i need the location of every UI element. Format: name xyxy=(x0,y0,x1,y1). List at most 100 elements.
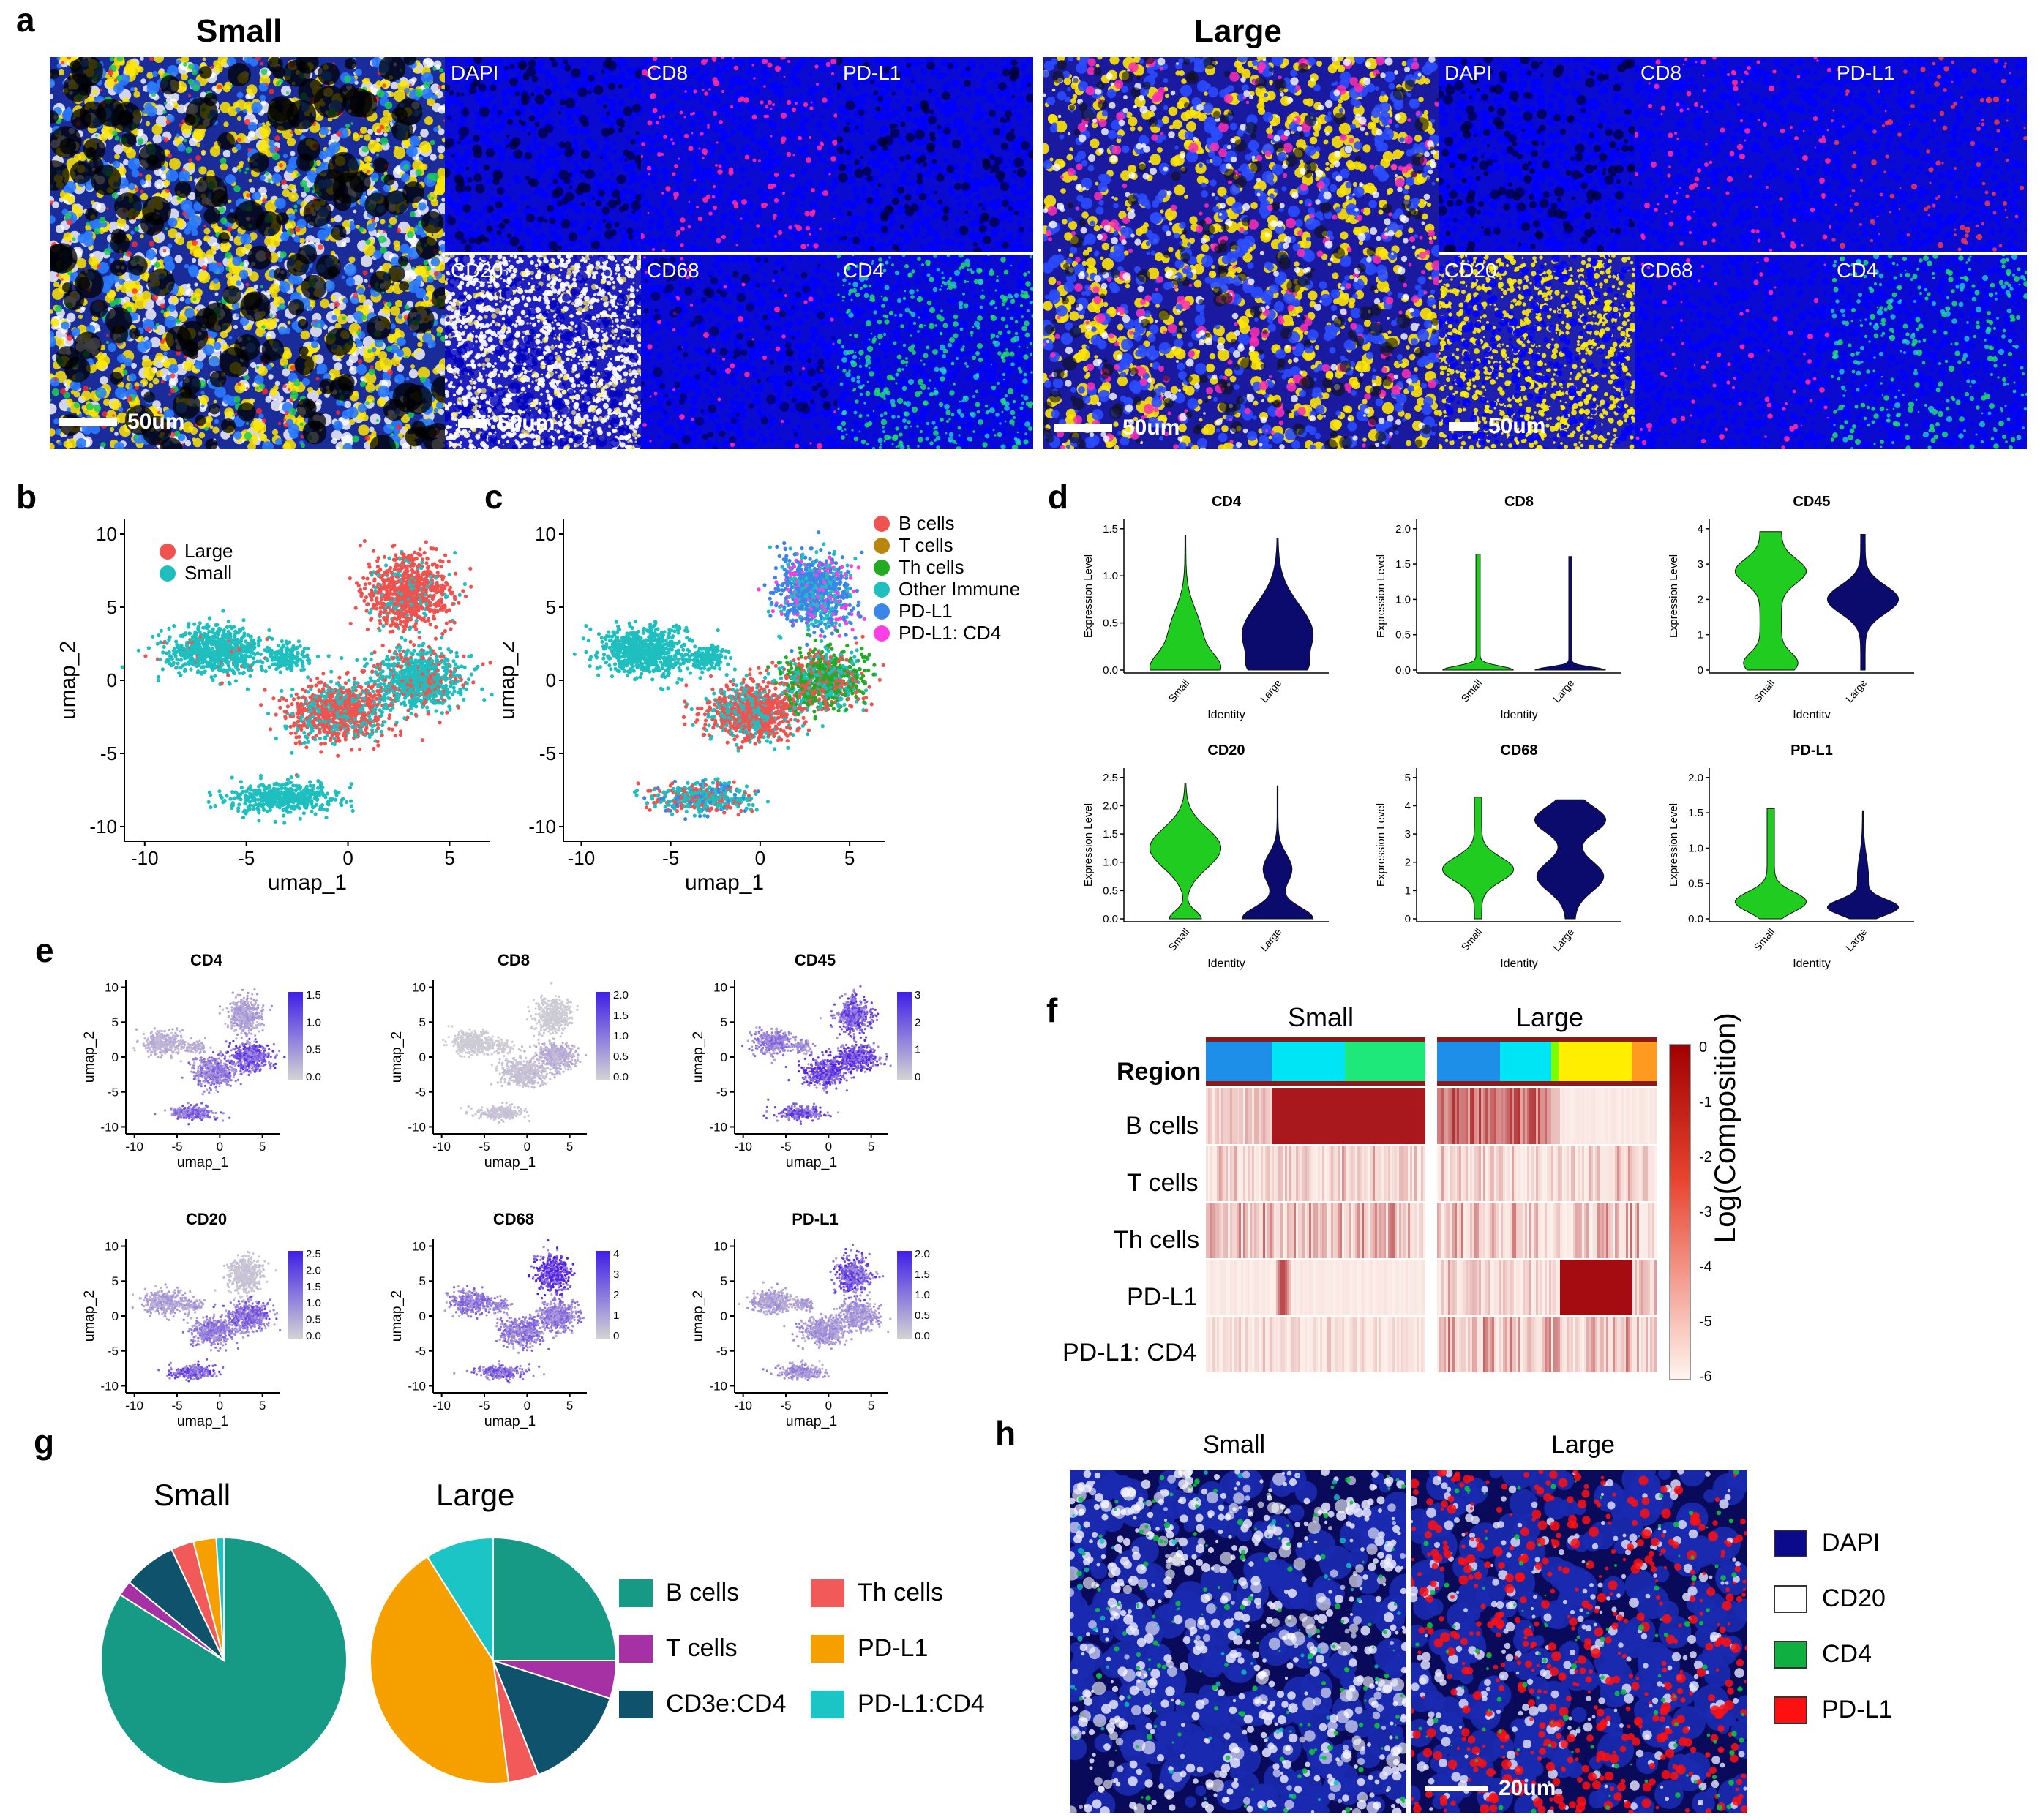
scale-bar-line xyxy=(1449,422,1478,431)
panel-h-small-title: Small xyxy=(1203,1431,1265,1459)
x-tick-label: Large xyxy=(1843,925,1869,953)
panel-label-c: c xyxy=(484,477,503,516)
legend-item-small: Small xyxy=(160,562,232,584)
scatter-points xyxy=(442,982,588,1124)
violin-small xyxy=(1441,797,1515,920)
legend-item: PD-L1: CD4 xyxy=(874,622,1001,644)
feature-title: CD20 xyxy=(186,1210,227,1228)
y-axis-label: Expression Level xyxy=(1668,803,1680,887)
y-tick-label: 1.5 xyxy=(1103,523,1118,535)
y-tick-label: 4 xyxy=(1405,800,1411,812)
x-axis-label: Identity xyxy=(1207,958,1245,970)
scale-bar-label: 50um xyxy=(1488,414,1545,439)
pie-legend-item: CD3e:CD4 xyxy=(619,1690,786,1718)
violin-small xyxy=(1442,554,1514,671)
feature-colorbar xyxy=(596,992,610,1080)
micrograph-large-pd-l1 xyxy=(1831,57,2027,252)
violin-title: CD45 xyxy=(1793,494,1830,510)
pie-slice-pd-l1 xyxy=(369,1555,510,1785)
x-tick-label: -5 xyxy=(479,1399,490,1413)
colorbar-tick-label: 0.0 xyxy=(306,1071,321,1083)
y-tick-label: -5 xyxy=(415,1345,426,1358)
x-tick-label: Large xyxy=(1258,925,1283,953)
colorbar-label: Log(Composition) xyxy=(1709,1012,1742,1244)
legend-item-large: Large xyxy=(160,540,233,563)
colorbar-tick-label: 2.0 xyxy=(915,1248,930,1260)
colorbar-tick-label: 2.0 xyxy=(306,1264,321,1276)
y-axis-label: Expression Level xyxy=(1082,803,1095,887)
y-tick-label: 1.0 xyxy=(1103,570,1118,582)
y-axis-label: Expression Level xyxy=(1375,554,1387,638)
region-border xyxy=(1206,1037,1425,1042)
y-tick-label: -5 xyxy=(108,1086,119,1099)
x-tick-label: Small xyxy=(1752,926,1777,953)
y-tick-label: 5 xyxy=(419,1274,426,1288)
heatmap-cells xyxy=(1206,1088,1657,1372)
violin-small xyxy=(1734,808,1807,920)
scatter-points xyxy=(132,988,286,1126)
y-axis-label: umap_2 xyxy=(82,1290,97,1342)
scale-bar: 20um xyxy=(1425,1776,1556,1801)
y-tick-label: 4 xyxy=(1698,523,1703,535)
violin-large xyxy=(1826,810,1900,920)
y-tick-label: 10 xyxy=(535,523,556,545)
micrograph-small-cd68 xyxy=(641,255,837,449)
legend-swatch xyxy=(811,1690,844,1718)
violin-small xyxy=(1149,535,1222,671)
x-tick-label: 0 xyxy=(825,1399,832,1413)
colorbar-tick-label: 0.5 xyxy=(613,1050,629,1063)
micrograph-large-dapi xyxy=(1439,57,1635,252)
scale-bar-line xyxy=(1054,424,1112,432)
heatmap-row-label: T cells xyxy=(1127,1169,1199,1197)
scale-bar-line xyxy=(1425,1786,1488,1791)
colorbar-tick-label: -5 xyxy=(1699,1314,1712,1330)
feature-colorbar xyxy=(288,1251,303,1339)
micrograph-small-cd8 xyxy=(641,57,837,252)
violin-plot-cd68: CD68 0 1 2 3 4 5 Expression Level Identity Small L… xyxy=(1375,742,1621,970)
colorbar-tick-label: 3 xyxy=(915,989,920,1001)
heatmap-row-label: B cells xyxy=(1125,1112,1199,1140)
colorbar-tick-label: 1.0 xyxy=(306,1297,321,1309)
colorbar-tick-label: 0.5 xyxy=(306,1314,321,1326)
panel-label-a: a xyxy=(16,0,35,40)
x-axis-label: Identity xyxy=(1500,709,1538,721)
legend-item-dapi: DAPI xyxy=(1774,1529,1880,1557)
legend-dot xyxy=(874,537,890,554)
scatter-points xyxy=(572,530,885,821)
panel-f-large-title: Large xyxy=(1516,1002,1583,1033)
x-tick-label: -5 xyxy=(780,1140,791,1154)
y-tick-label: 1.5 xyxy=(1103,828,1118,841)
y-tick-label: 10 xyxy=(713,980,727,994)
micrograph-h-small xyxy=(1070,1470,1406,1813)
y-tick-label: 0.0 xyxy=(1395,664,1411,677)
panel-label-d: d xyxy=(1048,477,1068,516)
legend-label: CD20 xyxy=(1822,1584,1886,1613)
y-tick-label: 0.0 xyxy=(1103,913,1118,925)
region-border xyxy=(1206,1081,1425,1086)
violin-plot-cd4: CD4 0.0 0.5 1.0 1.5 Expression Level Identity S… xyxy=(1082,494,1329,721)
micrograph-h-large xyxy=(1411,1470,1747,1813)
pie-slice-b-cells xyxy=(100,1536,348,1784)
pie-chart-small xyxy=(100,1536,348,1784)
legend-item: Th cells xyxy=(874,556,964,579)
scatter-points xyxy=(741,985,892,1125)
violin-title: CD68 xyxy=(1500,742,1537,759)
scale-bar: 50um xyxy=(1449,414,1545,439)
legend-swatch xyxy=(1774,1584,1807,1613)
x-tick-label: Small xyxy=(1459,926,1485,953)
colorbar-tick-label: 1 xyxy=(613,1309,619,1322)
y-tick-label: 5 xyxy=(419,1015,426,1029)
region-border xyxy=(1437,1081,1657,1086)
micrograph-large-cd20 xyxy=(1439,255,1635,449)
channel-label: CD4 xyxy=(1837,259,1878,282)
panel-h-large-title: Large xyxy=(1551,1431,1615,1459)
legend-swatch xyxy=(811,1579,844,1607)
micrograph-small-cd4 xyxy=(837,255,1033,449)
channel-label: DAPI xyxy=(451,61,498,85)
x-tick-label: -5 xyxy=(171,1399,182,1413)
legend-dot xyxy=(874,581,890,598)
colorbar-tick-label: 0.0 xyxy=(306,1330,321,1342)
y-axis-label: Expression Level xyxy=(1375,803,1387,887)
y-tick-label: 5 xyxy=(721,1274,727,1288)
